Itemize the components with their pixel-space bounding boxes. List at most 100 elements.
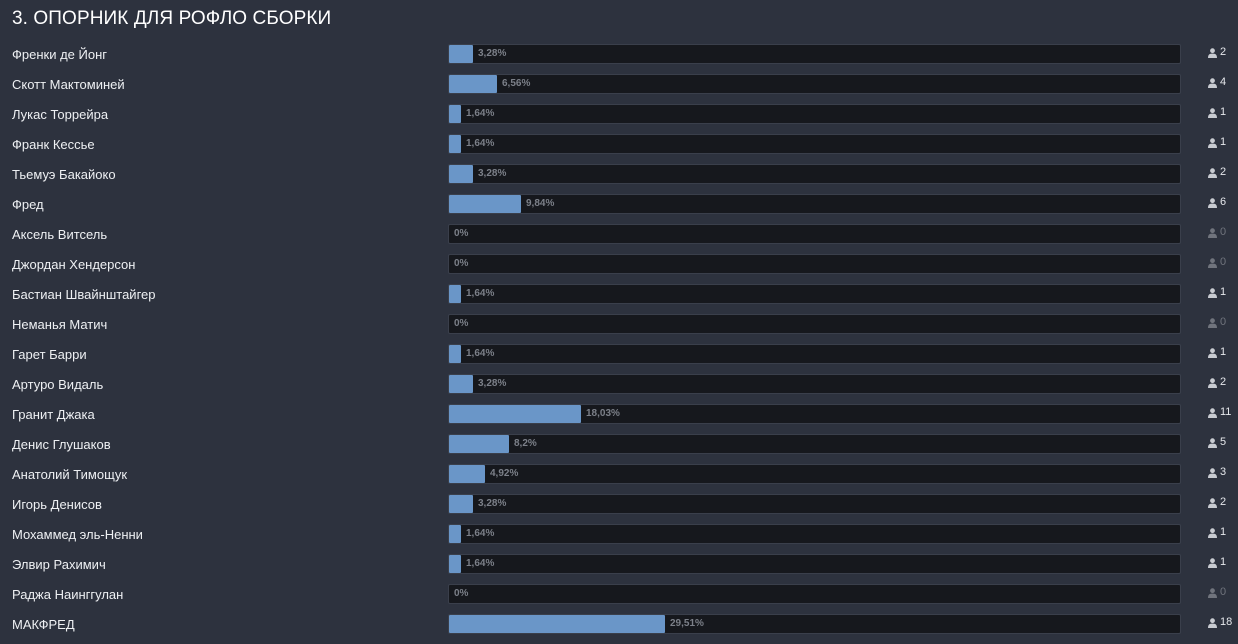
poll-option-row: Лукас Торрейра 1,64% 1 [0, 100, 1238, 130]
percent-label: 3,28% [478, 498, 507, 509]
percent-label: 1,64% [466, 348, 495, 359]
user-icon [1208, 197, 1217, 208]
result-bar-track: 1,64% [448, 344, 1181, 364]
option-label: Френки де Йонг [12, 47, 108, 62]
user-icon [1208, 47, 1217, 58]
result-bar-fill [449, 135, 461, 153]
result-bar-fill [449, 105, 461, 123]
vote-count-value: 5 [1220, 436, 1227, 448]
option-label: Франк Кессье [12, 137, 95, 152]
result-bar-track: 1,64% [448, 284, 1181, 304]
vote-count-value: 2 [1220, 376, 1227, 388]
percent-label: 0% [454, 588, 469, 599]
user-icon [1208, 137, 1217, 148]
vote-count: 1 [1208, 340, 1226, 365]
percent-label: 8,2% [514, 438, 537, 449]
user-icon [1208, 287, 1217, 298]
result-bar-track: 4,92% [448, 464, 1181, 484]
vote-count: 1 [1208, 550, 1226, 575]
poll-option-row: Скотт Мактоминей 6,56% 4 [0, 70, 1238, 100]
vote-count: 1 [1208, 100, 1226, 125]
vote-count: 2 [1208, 370, 1226, 395]
option-label: Гранит Джака [12, 407, 95, 422]
option-label: Элвир Рахимич [12, 557, 106, 572]
percent-label: 3,28% [478, 168, 507, 179]
vote-count: 0 [1208, 220, 1226, 245]
poll-option-row: Денис Глушаков 8,2% 5 [0, 430, 1238, 460]
vote-count-value: 2 [1220, 46, 1227, 58]
percent-label: 1,64% [466, 288, 495, 299]
vote-count-value: 0 [1220, 226, 1227, 238]
vote-count-value: 0 [1220, 586, 1227, 598]
vote-count-value: 1 [1220, 526, 1227, 538]
vote-count: 1 [1208, 520, 1226, 545]
vote-count-value: 1 [1220, 556, 1227, 568]
vote-count: 6 [1208, 190, 1226, 215]
result-bar-track: 1,64% [448, 104, 1181, 124]
option-label: Фред [12, 197, 44, 212]
poll-option-row: Элвир Рахимич 1,64% 1 [0, 550, 1238, 580]
poll-option-row: Гранит Джака 18,03% 11 [0, 400, 1238, 430]
vote-count-value: 1 [1220, 106, 1227, 118]
result-bar-track: 29,51% [448, 614, 1181, 634]
vote-count-value: 11 [1220, 406, 1232, 418]
option-label: МАКФРЕД [12, 617, 75, 632]
result-bar-track: 0% [448, 314, 1181, 334]
user-icon [1208, 497, 1217, 508]
poll-results: Френки де Йонг 3,28% 2 Скотт Мактоминей 6,56… [0, 40, 1238, 640]
option-label: Раджа Наинггулан [12, 587, 124, 602]
vote-count: 11 [1208, 400, 1231, 425]
user-icon [1208, 347, 1217, 358]
poll-option-row: Фред 9,84% 6 [0, 190, 1238, 220]
vote-count-value: 1 [1220, 136, 1227, 148]
poll-option-row: Тьемуэ Бакайоко 3,28% 2 [0, 160, 1238, 190]
user-icon [1208, 317, 1217, 328]
option-label: Денис Глушаков [12, 437, 111, 452]
poll-title: 3. ОПОРНИК ДЛЯ РОФЛО СБОРКИ [12, 8, 332, 29]
user-icon [1208, 407, 1217, 418]
user-icon [1208, 617, 1217, 628]
vote-count: 2 [1208, 490, 1226, 515]
percent-label: 6,56% [502, 78, 531, 89]
vote-count-value: 1 [1220, 346, 1227, 358]
vote-count: 0 [1208, 580, 1226, 605]
result-bar-track: 1,64% [448, 134, 1181, 154]
result-bar-track: 18,03% [448, 404, 1181, 424]
vote-count: 5 [1208, 430, 1226, 455]
result-bar-track: 1,64% [448, 524, 1181, 544]
option-label: Анатолий Тимощук [12, 467, 128, 482]
user-icon [1208, 257, 1217, 268]
poll-option-row: Раджа Наинггулан 0% 0 [0, 580, 1238, 610]
option-label: Бастиан Швайнштайгер [12, 287, 156, 302]
vote-count-value: 3 [1220, 466, 1227, 478]
percent-label: 3,28% [478, 378, 507, 389]
percent-label: 1,64% [466, 558, 495, 569]
result-bar-track: 0% [448, 224, 1181, 244]
option-label: Артуро Видаль [12, 377, 104, 392]
user-icon [1208, 467, 1217, 478]
percent-label: 0% [454, 318, 469, 329]
result-bar-track: 3,28% [448, 494, 1181, 514]
vote-count-value: 4 [1220, 76, 1227, 88]
user-icon [1208, 107, 1217, 118]
option-label: Тьемуэ Бакайоко [12, 167, 116, 182]
result-bar-fill [449, 405, 581, 423]
percent-label: 1,64% [466, 528, 495, 539]
vote-count-value: 2 [1220, 166, 1227, 178]
user-icon [1208, 377, 1217, 388]
result-bar-fill [449, 555, 461, 573]
poll-option-row: Неманья Матич 0% 0 [0, 310, 1238, 340]
poll-option-row: Бастиан Швайнштайгер 1,64% 1 [0, 280, 1238, 310]
vote-count-value: 6 [1220, 196, 1227, 208]
result-bar-track: 3,28% [448, 44, 1181, 64]
percent-label: 18,03% [586, 408, 620, 419]
poll-option-row: Анатолий Тимощук 4,92% 3 [0, 460, 1238, 490]
poll-option-row: Френки де Йонг 3,28% 2 [0, 40, 1238, 70]
result-bar-fill [449, 435, 509, 453]
result-bar-fill [449, 195, 521, 213]
user-icon [1208, 77, 1217, 88]
vote-count: 1 [1208, 280, 1226, 305]
user-icon [1208, 557, 1217, 568]
poll-option-row: Мохаммед эль-Ненни 1,64% 1 [0, 520, 1238, 550]
vote-count-value: 18 [1220, 616, 1233, 628]
